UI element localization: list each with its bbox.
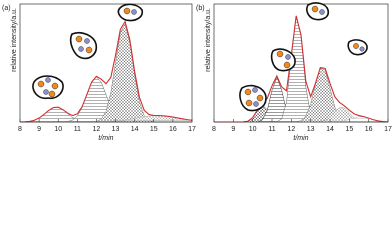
panel-label: (b) xyxy=(196,5,205,12)
fit-line xyxy=(19,20,193,123)
x-axis-label: t/min xyxy=(98,135,113,142)
plot-frame xyxy=(19,3,193,123)
x-tick-label: 8 xyxy=(18,126,22,133)
x-tick-label: 12 xyxy=(287,126,295,133)
x-tick-label: 14 xyxy=(131,126,139,133)
x-tick-label: 13 xyxy=(112,126,120,133)
figure: 8 9 10 11 12 13 14 15 16 17 t/min relative intensit… xyxy=(2,2,392,142)
x-tick-label: 8 xyxy=(212,126,216,133)
x-tick-label: 14 xyxy=(326,126,334,133)
plot-frame xyxy=(213,3,389,123)
x-tick-label: 15 xyxy=(345,126,353,133)
x-tick-label: 9 xyxy=(37,126,41,133)
x-tick-label: 9 xyxy=(231,126,235,133)
x-tick-label: 15 xyxy=(150,126,158,133)
panel-label: (a) xyxy=(2,5,11,12)
molecule-icons xyxy=(32,2,368,112)
x-tick-label: 10 xyxy=(54,126,62,133)
x-tick-label: 17 xyxy=(384,126,392,133)
x-tick-label: 16 xyxy=(365,126,373,133)
x-tick-label: 12 xyxy=(93,126,101,133)
x-tick-label: 16 xyxy=(169,126,177,133)
x-tick-label: 13 xyxy=(307,126,315,133)
y-axis-label: relative intensity/a.u. xyxy=(11,8,18,72)
x-tick-label: 17 xyxy=(188,126,196,133)
x-axis-label: t/min xyxy=(293,135,308,142)
x-tick-label: 11 xyxy=(74,126,81,133)
x-tick-label: 11 xyxy=(268,126,275,133)
y-axis-label: relative intensity/a.u. xyxy=(205,8,212,72)
peak-area xyxy=(214,16,388,123)
x-tick-label: 10 xyxy=(249,126,257,133)
